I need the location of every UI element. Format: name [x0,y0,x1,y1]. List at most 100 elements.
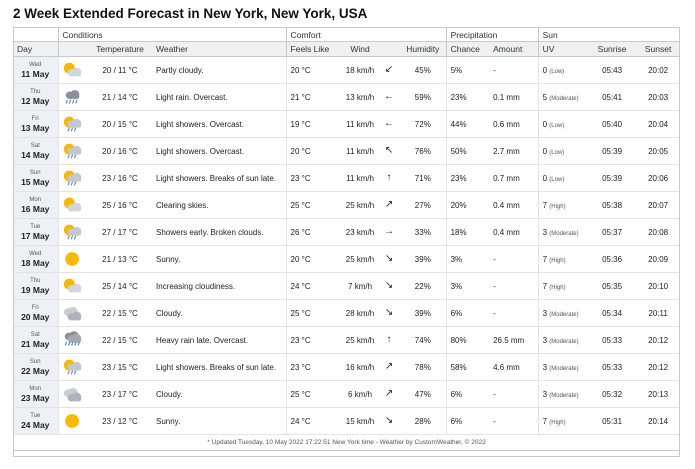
temperature: 27 / 17 °C [88,218,152,246]
temperature: 23 / 12 °C [88,407,152,435]
uv-label: (Moderate) [549,95,579,102]
weather-icon-cell [57,110,88,138]
uv-index: 7 [542,254,548,264]
wind-direction-icon: ↑ [386,334,392,345]
group-conditions: Conditions [57,27,287,42]
precip-amount: 0.1 mm [489,83,539,111]
cloudy-icon [62,303,84,323]
sunset: 20:10 [636,272,681,300]
uv-label: (Low) [549,122,565,129]
temperature: 20 / 11 °C [88,56,152,84]
wind-speed: 11 km/h [342,164,379,192]
wind-speed: 23 km/h [342,218,379,246]
precip-chance: 6% [445,299,490,327]
uv-index: 3 [542,227,548,237]
precip-chance: 20% [445,191,490,219]
day-of-week: Thu [30,89,41,95]
precip-amount: - [489,407,539,435]
weather-icon-cell [57,353,88,381]
feels-like: 19 °C [285,110,343,138]
forecast-row: Thu 19 May 25 / 14 °C Increasing cloudine… [13,272,681,300]
uv-label: (Moderate) [549,311,579,318]
precip-amount: - [489,56,539,84]
feels-like: 25 °C [285,299,343,327]
sunset: 20:03 [636,83,681,111]
uv-index: 3 [542,389,548,399]
forecast-row: Tue 24 May 23 / 12 °C Sunny. 24 °C 15 km/… [13,407,681,435]
weather-icon-cell [57,380,88,408]
day-of-week: Tue [30,413,41,419]
sunrise: 05:33 [588,353,637,381]
day-of-week: Sat [30,143,40,149]
feels-like: 20 °C [285,245,343,273]
day-cell: Wed 11 May [13,56,58,84]
wind-direction-icon: ↗ [384,361,394,372]
footer-row: * Updated Tuesday, 10 May 2022 17:22:51 … [13,434,681,451]
uv-cell: 7 (High) [537,191,589,219]
uv-cell: 7 (High) [537,272,589,300]
uv-cell: 7 (High) [537,245,589,273]
precip-chance: 23% [445,164,490,192]
humidity: 78% [400,353,447,381]
day-of-week: Thu [30,278,41,284]
wind-direction-icon: ← [384,118,395,129]
day-cell: Mon 23 May [13,380,58,408]
day-cell: Tue 17 May [13,218,58,246]
header-sunrise: Sunrise [588,41,637,57]
header-amount: Amount [489,41,539,57]
sunrise: 05:41 [588,83,637,111]
forecast-row: Mon 23 May 23 / 17 °C Cloudy. 25 °C 6 km/… [13,380,681,408]
partly-cloudy-icon [62,195,84,215]
day-date: 13 May [21,123,50,133]
sunset: 20:05 [636,137,681,165]
feels-like: 23 °C [285,353,343,381]
uv-index: 3 [542,308,548,318]
wind-speed: 11 km/h [342,137,379,165]
day-of-week: Sun [29,170,41,176]
header-wind: Wind [342,41,379,57]
wind-direction-icon: ← [384,91,395,102]
uv-cell: 0 (Low) [537,164,589,192]
uv-label: (Moderate) [549,230,579,237]
uv-cell: 3 (Moderate) [537,380,589,408]
forecast-row: Tue 17 May 27 / 17 °C Showers early. Brok… [13,218,681,246]
rain-cloud-icon [62,87,84,107]
day-cell: Mon 16 May [13,191,58,219]
temperature: 22 / 15 °C [88,326,152,354]
sunrise: 05:34 [588,299,637,327]
sunset: 20:02 [636,56,681,84]
weather-icon-cell [57,56,88,84]
wind-direction-icon: ↘ [384,280,394,291]
precip-chance: 6% [445,380,490,408]
forecast-row: Wed 18 May 21 / 13 °C Sunny. 20 °C 25 km/… [13,245,681,273]
precip-amount: - [489,272,539,300]
forecast-row: Wed 11 May 20 / 11 °C Partly cloudy. 20 °… [13,56,681,84]
day-of-week: Fri [31,305,39,311]
temperature: 20 / 15 °C [88,110,152,138]
cloudy-icon [62,384,84,404]
feels-like: 25 °C [285,380,343,408]
sunset: 20:08 [636,218,681,246]
weather-description: Showers early. Broken clouds. [152,218,287,246]
precip-chance: 50% [445,137,490,165]
day-date: 14 May [21,150,50,160]
header-uv: UV [537,41,589,57]
humidity: 71% [400,164,447,192]
sunrise: 05:32 [588,380,637,408]
uv-index: 0 [542,146,548,156]
weather-description: Cloudy. [152,380,287,408]
wind-speed: 25 km/h [342,191,379,219]
sunrise: 05:40 [588,110,637,138]
day-cell: Sat 14 May [13,137,58,165]
precip-amount: - [489,299,539,327]
precip-amount: 2.7 mm [489,137,539,165]
uv-index: 0 [542,173,548,183]
sunset: 20:12 [636,326,681,354]
weather-icon-cell [57,272,88,300]
wind-speed: 6 km/h [342,380,379,408]
forecast-row: Sun 15 May 23 / 16 °C Light showers. Brea… [13,164,681,192]
temperature: 20 / 16 °C [88,137,152,165]
day-of-week: Sun [29,359,41,365]
humidity: 45% [400,56,447,84]
humidity: 74% [400,326,447,354]
